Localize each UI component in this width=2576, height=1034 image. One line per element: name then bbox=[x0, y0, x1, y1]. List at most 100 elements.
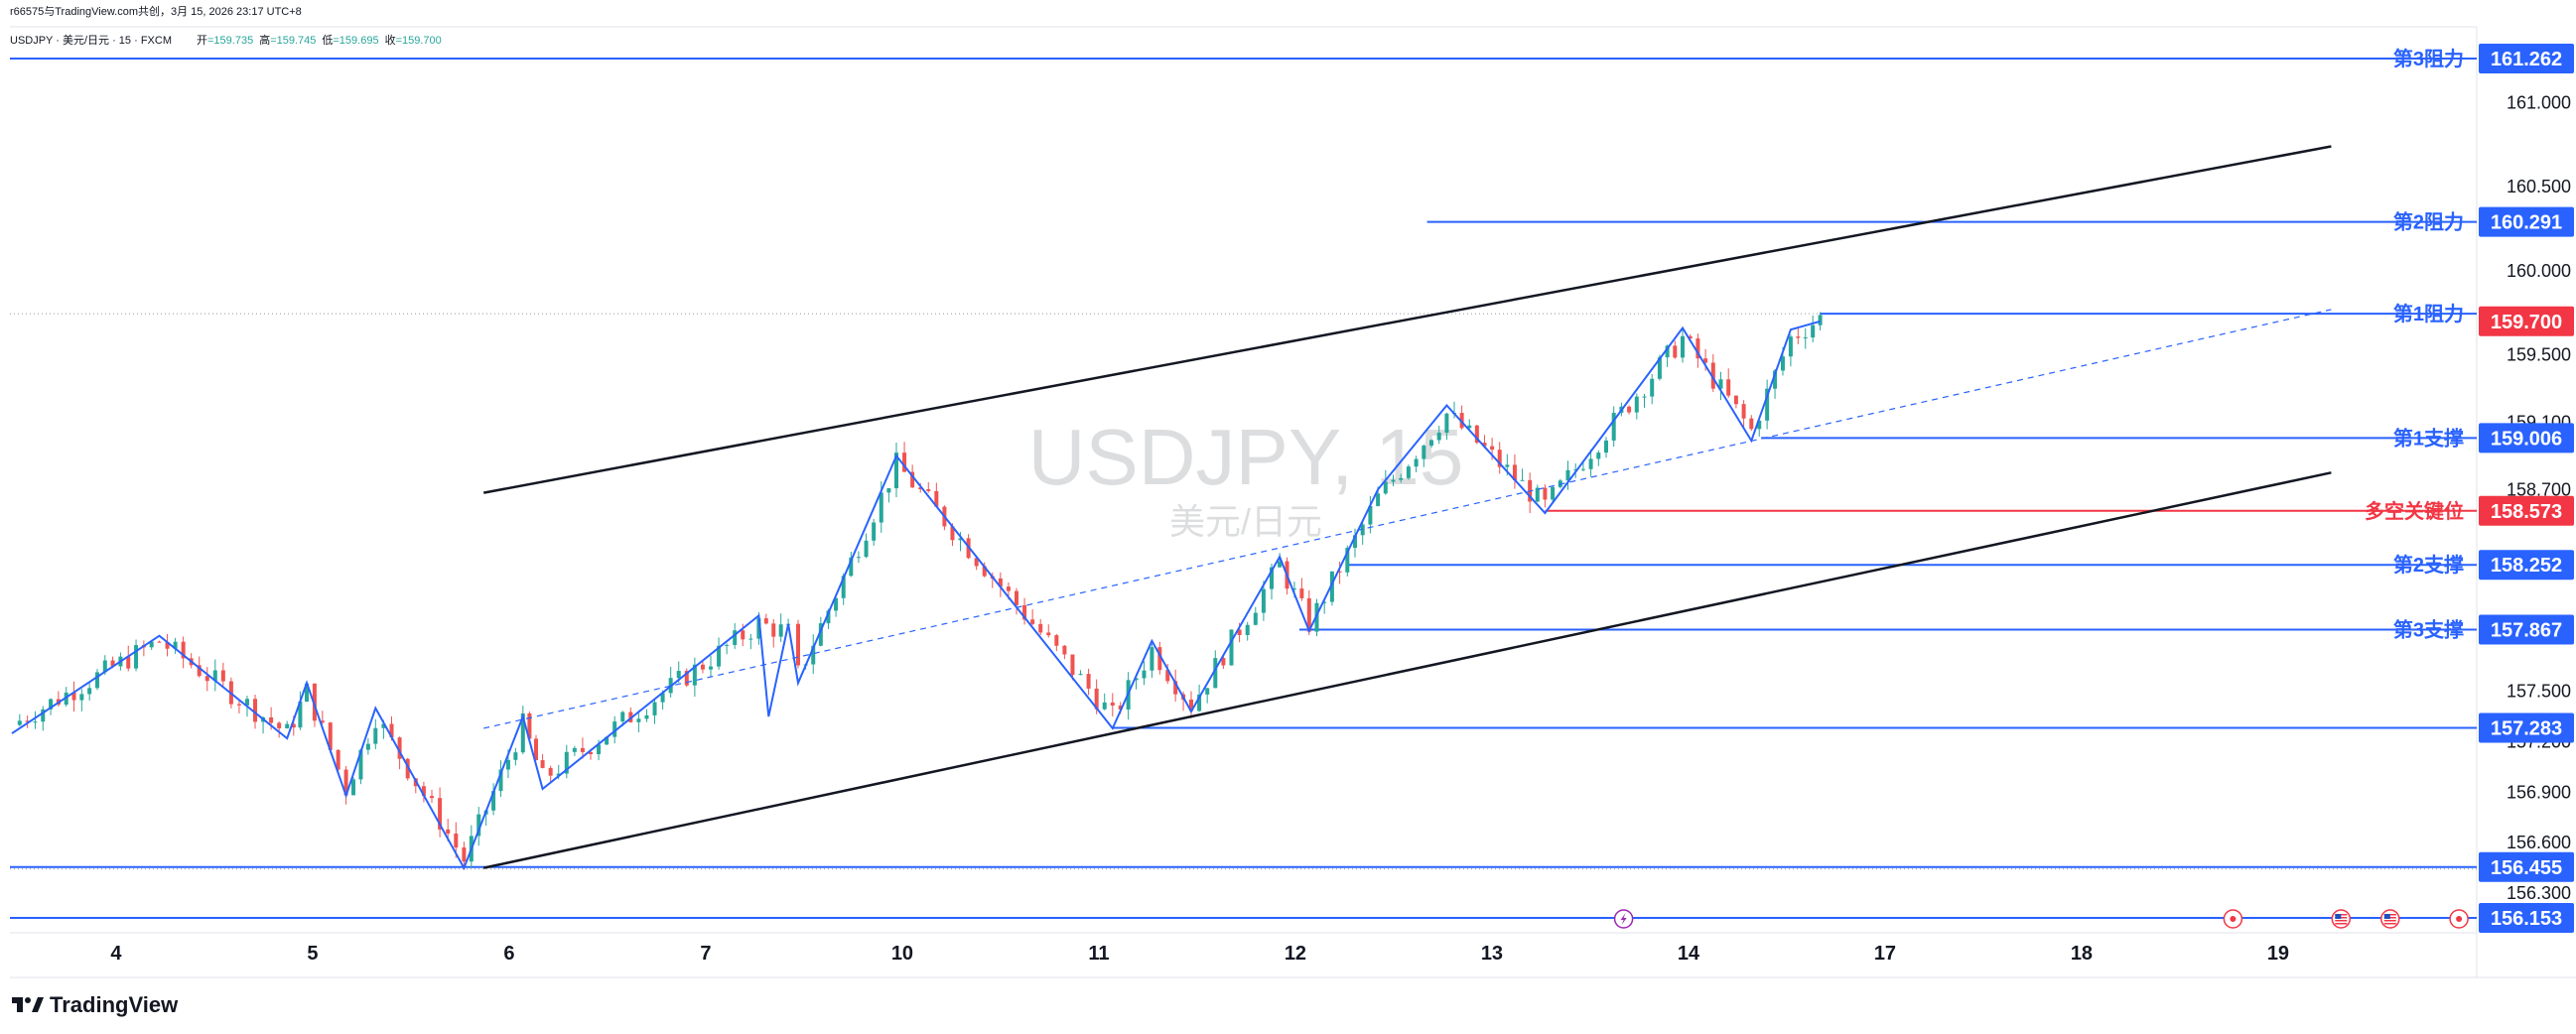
time-tick-label: 10 bbox=[891, 943, 913, 965]
candle-body bbox=[381, 723, 386, 728]
candle-body bbox=[1173, 681, 1178, 695]
time-tick-label: 5 bbox=[307, 943, 318, 965]
candle-body bbox=[328, 722, 333, 750]
candle-body bbox=[1422, 446, 1426, 459]
candle-body bbox=[1710, 362, 1715, 389]
candle-body bbox=[748, 638, 753, 640]
level-label: 第2阻力 bbox=[2393, 210, 2464, 234]
time-tick-label: 18 bbox=[2071, 943, 2093, 965]
candle-body bbox=[1054, 635, 1059, 646]
candle-body bbox=[1291, 588, 1296, 590]
candle-body bbox=[1482, 443, 1487, 447]
time-tick-label: 7 bbox=[700, 943, 711, 965]
candle-body bbox=[534, 738, 538, 761]
candle-body bbox=[1221, 658, 1226, 666]
candle-body bbox=[958, 538, 963, 541]
event-dot-icon[interactable] bbox=[2223, 909, 2243, 929]
ohlc-values: 开=159.735 高=159.745 低=159.695 收=159.700 bbox=[197, 33, 442, 47]
price-tag-bg bbox=[2479, 44, 2574, 73]
candle-body bbox=[556, 773, 561, 776]
candle-body bbox=[597, 744, 602, 755]
candle-body bbox=[1383, 481, 1388, 494]
candle-body bbox=[1306, 597, 1311, 632]
channel-upper-line bbox=[482, 145, 2332, 494]
candle-body bbox=[421, 786, 426, 797]
channel-midline bbox=[483, 309, 2332, 729]
candle-body bbox=[204, 676, 209, 682]
candle-body bbox=[811, 645, 816, 665]
us-flag-icon[interactable] bbox=[2380, 909, 2400, 929]
candle-body bbox=[1520, 479, 1525, 481]
candle-body bbox=[733, 630, 738, 645]
price-tag-label: 158.252 bbox=[2491, 555, 2562, 577]
candle-body bbox=[1803, 337, 1808, 339]
name-watermark: 美元/日元 bbox=[1169, 501, 1322, 542]
level-label: 第1阻力 bbox=[2393, 302, 2464, 325]
candle-body bbox=[1205, 688, 1210, 695]
candle-body bbox=[1535, 487, 1540, 502]
candles bbox=[17, 312, 1823, 870]
candle-body bbox=[841, 576, 846, 598]
candle-body bbox=[1681, 335, 1685, 358]
time-tick-label: 14 bbox=[1678, 943, 1700, 965]
price-tag-bg bbox=[2479, 206, 2574, 237]
candle-body bbox=[636, 718, 641, 722]
candle-body bbox=[1094, 688, 1099, 710]
candle-body bbox=[1627, 406, 1632, 413]
candle-body bbox=[1165, 670, 1170, 682]
candle-body bbox=[373, 727, 378, 744]
price-tick-label: 158.700 bbox=[2507, 479, 2571, 499]
candle-body bbox=[717, 645, 722, 667]
candle-body bbox=[498, 769, 503, 792]
candle-body bbox=[1512, 464, 1517, 480]
candle-body bbox=[1765, 388, 1770, 421]
candle-body bbox=[1078, 674, 1083, 676]
candle-body bbox=[834, 597, 839, 611]
candle-body bbox=[1337, 571, 1342, 573]
event-dot bbox=[2230, 916, 2237, 922]
candle-body bbox=[312, 683, 317, 721]
candle-body bbox=[181, 641, 186, 659]
event-dot bbox=[2456, 916, 2463, 922]
flag-stripe bbox=[2335, 920, 2348, 922]
price-tag-label: 156.455 bbox=[2491, 857, 2562, 879]
candle-body bbox=[1604, 440, 1608, 453]
price-tag-bg bbox=[2479, 851, 2574, 882]
candle-body bbox=[709, 666, 713, 670]
price-tick-label: 160.500 bbox=[2507, 177, 2571, 196]
candle-body bbox=[1490, 446, 1495, 451]
candle-body bbox=[126, 656, 131, 669]
symbol-line: USDJPY · 美元/日元 · 15 · FXCM bbox=[10, 34, 172, 47]
candle-body bbox=[1811, 324, 1816, 338]
candle-body bbox=[430, 796, 434, 799]
lightning-icon[interactable] bbox=[1613, 909, 1634, 929]
candle-body bbox=[1118, 706, 1123, 710]
price-tag-label: 157.867 bbox=[2491, 619, 2562, 641]
candle-body bbox=[505, 759, 510, 770]
candle-body bbox=[87, 688, 92, 695]
candle-body bbox=[692, 664, 697, 686]
ohlc-value: =159.745 bbox=[270, 35, 316, 47]
candle-body bbox=[1142, 670, 1147, 679]
candle-body bbox=[462, 847, 467, 862]
candle-body bbox=[894, 452, 898, 489]
tradingview-logo[interactable]: TradingView bbox=[12, 992, 179, 1017]
candle-body bbox=[589, 751, 593, 755]
event-markers[interactable] bbox=[1613, 909, 2469, 929]
us-flag-icon[interactable] bbox=[2331, 909, 2352, 929]
price-tick-label: 160.000 bbox=[2507, 261, 2571, 281]
candle-body bbox=[926, 488, 931, 491]
attribution-text: r66575与TradingView.com共创，3月 15, 2026 23:… bbox=[10, 5, 302, 18]
candle-body bbox=[700, 664, 705, 670]
event-dot-icon[interactable] bbox=[2449, 909, 2469, 929]
candle-body bbox=[197, 665, 202, 677]
candle-body bbox=[454, 834, 459, 848]
candle-body bbox=[110, 660, 115, 667]
flag-canton bbox=[2335, 914, 2342, 919]
candle-body bbox=[491, 791, 496, 811]
level-label: 第2支撑 bbox=[2393, 553, 2464, 577]
candle-body bbox=[298, 701, 303, 728]
time-axis[interactable]: 4 5 6 7 10 11 12 13 14 17 18 19 bbox=[110, 943, 2289, 965]
candle-body bbox=[285, 723, 290, 728]
